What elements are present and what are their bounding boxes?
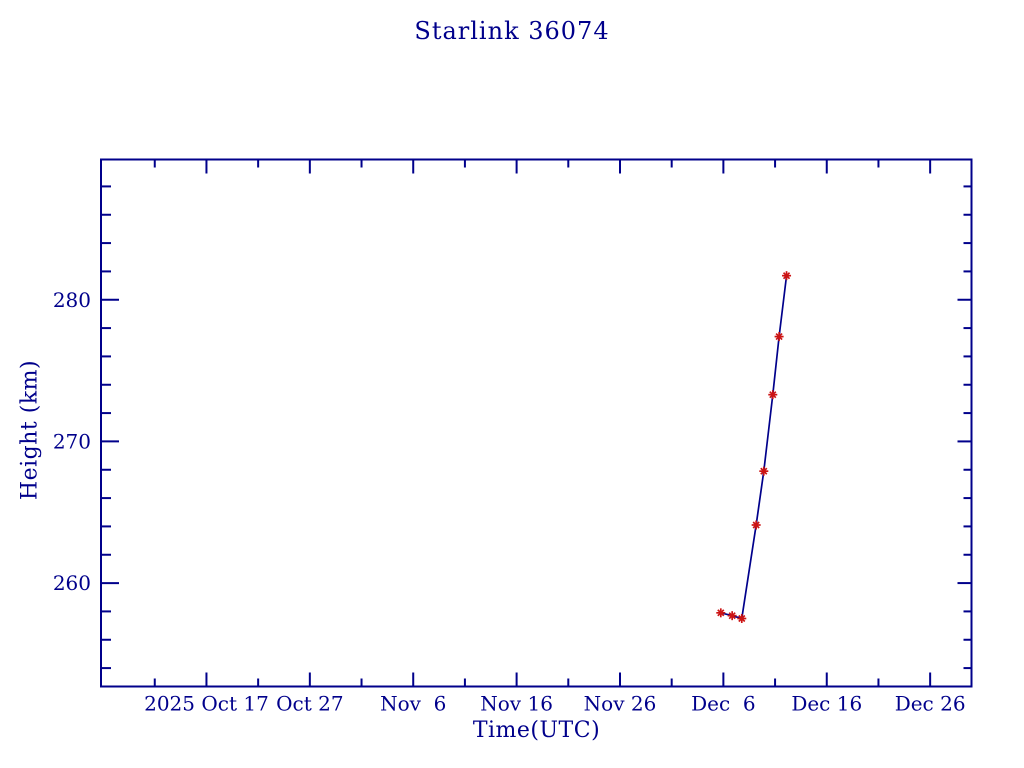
marker-stroke <box>728 612 736 620</box>
figure-title: Starlink 36074 <box>414 17 610 45</box>
x-tick-label: Nov 6 <box>380 692 446 716</box>
marker-stroke <box>738 614 746 623</box>
marker-stroke <box>752 521 760 529</box>
marker-stroke <box>775 332 783 341</box>
y-tick-label: 260 <box>53 571 91 595</box>
data-point-marker <box>751 520 761 530</box>
data-point-marker <box>774 332 784 342</box>
data-line <box>720 275 788 620</box>
data-point-marker <box>737 614 747 623</box>
x-axis-title: Time(UTC) <box>472 718 601 743</box>
y-axis-title: Height (km) <box>17 359 43 501</box>
data-point-marker <box>727 611 737 621</box>
plot-frame <box>100 158 973 688</box>
y-tick-label: 280 <box>53 288 91 312</box>
data-point-marker <box>782 271 792 281</box>
x-tick-label: Nov 26 <box>584 692 657 716</box>
x-tick-label: 2025 Oct 17 <box>144 692 269 716</box>
data-point-marker <box>716 608 726 618</box>
x-tick-label: Nov 16 <box>480 692 553 716</box>
x-tick-label: Dec 16 <box>791 692 862 716</box>
marker-stroke <box>717 609 725 617</box>
marker-stroke <box>769 391 777 399</box>
marker-stroke <box>760 467 768 475</box>
x-tick-label: Dec 26 <box>895 692 966 716</box>
marker-stroke <box>782 272 791 280</box>
data-point-marker <box>768 390 778 400</box>
y-tick-label: 270 <box>53 429 91 453</box>
x-tick-label: Oct 27 <box>276 692 343 716</box>
x-tick-label: Dec 6 <box>691 692 756 716</box>
data-point-marker <box>759 466 769 476</box>
